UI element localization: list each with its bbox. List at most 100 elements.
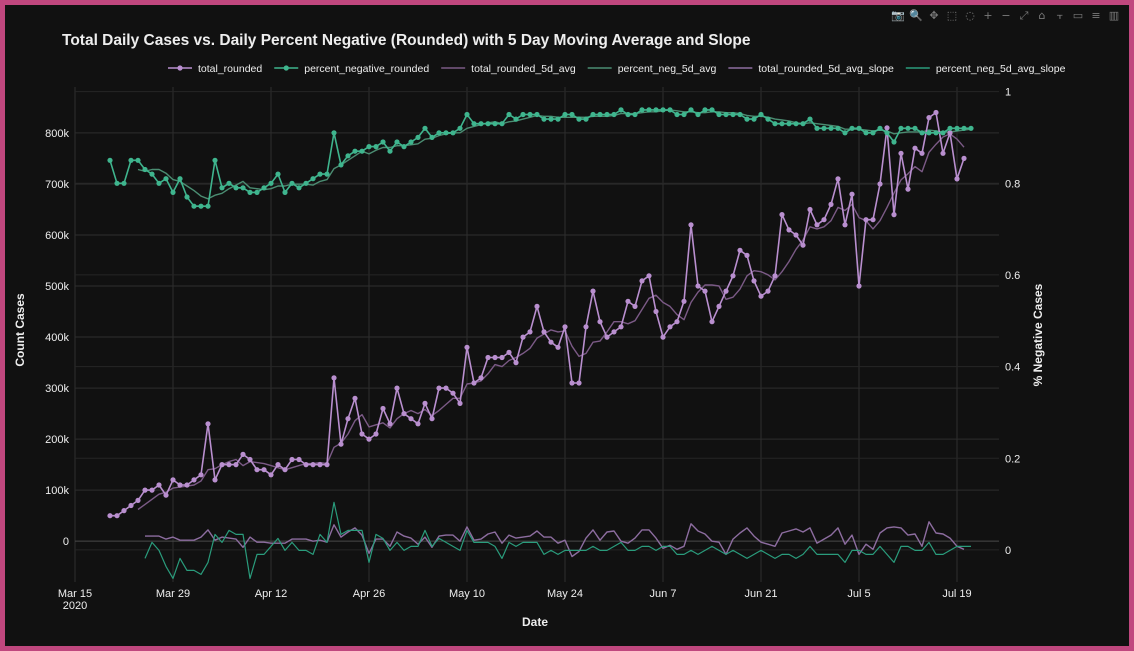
x-tick-label: 2020: [63, 600, 87, 612]
y2-tick-label: 0.8: [1005, 178, 1020, 190]
y-tick-label: 700k: [45, 179, 69, 191]
y-axis-title: Count Cases: [13, 293, 27, 367]
total-rounded-point: [758, 293, 764, 299]
percent-negative-point: [380, 139, 386, 145]
total-rounded-point: [569, 380, 575, 386]
percent-negative-point: [289, 180, 295, 186]
total-rounded-point: [121, 508, 127, 514]
y2-axis-title: % Negative Cases: [1031, 283, 1045, 386]
percent-negative-point: [226, 180, 232, 186]
x-tick-label: Apr 12: [255, 588, 287, 600]
legend-label: total_rounded: [198, 63, 262, 75]
total-rounded-point: [688, 222, 694, 228]
traces: [107, 107, 974, 579]
x-tick-label: Jul 5: [847, 588, 870, 600]
percent-negative-point: [233, 185, 239, 191]
percent-negative-point: [408, 139, 414, 145]
total-rounded-point: [695, 283, 701, 289]
total-rounded-point: [275, 462, 281, 468]
total-rounded-point: [604, 334, 610, 340]
percent-negative-point: [912, 125, 918, 131]
legend[interactable]: total_rounded percent_negative_rounded tot…: [168, 63, 1066, 75]
total-rounded-point: [583, 324, 589, 330]
percent-negative-point: [310, 176, 316, 182]
hover-compare-icon[interactable]: ≡: [1091, 9, 1101, 22]
percent-negative-point: [583, 116, 589, 122]
total-rounded-point: [464, 344, 470, 350]
percent-negative-point: [905, 125, 911, 131]
hover-closest-icon[interactable]: ▭: [1072, 9, 1084, 22]
percent-negative-point: [870, 130, 876, 136]
legend-item[interactable]: percent_neg_5d_avg_slope: [905, 63, 1066, 75]
pan-icon[interactable]: ✥: [929, 9, 939, 22]
reset-axes-icon[interactable]: ⌂: [1038, 9, 1046, 22]
total-rounded-point: [674, 319, 680, 325]
percent-negative-point: [499, 121, 505, 127]
lasso-select-icon[interactable]: ◌: [965, 9, 975, 22]
y-tick-label: 400k: [45, 332, 69, 344]
percent-negative-point: [814, 125, 820, 131]
total-rounded-point: [891, 212, 897, 218]
total-rounded-point: [415, 421, 421, 427]
autoscale-icon[interactable]: ⤢: [1019, 9, 1029, 22]
total-rounded-point: [492, 354, 498, 361]
percent-negative-point: [667, 107, 673, 113]
zoom-in-icon[interactable]: +: [983, 9, 993, 22]
legend-item[interactable]: percent_negative_rounded: [274, 63, 429, 75]
total-rounded-point: [814, 222, 820, 228]
plotly-logo-icon[interactable]: ▥: [1108, 9, 1120, 22]
percent-negative-point: [331, 130, 337, 136]
total-rounded-point: [660, 334, 666, 340]
total-rounded-point: [331, 375, 337, 381]
percent-negative-point: [702, 107, 708, 113]
box-select-icon[interactable]: ⬚: [946, 9, 958, 22]
percent-negative-point: [114, 180, 120, 186]
percent-negative-point: [681, 111, 687, 118]
percent-negative-point: [352, 148, 358, 154]
spike-lines-icon[interactable]: ⫟: [1056, 9, 1064, 22]
total-rounded-point: [716, 303, 722, 309]
percent-negative-point: [485, 121, 491, 127]
legend-label: percent_neg_5d_avg_slope: [936, 63, 1066, 75]
legend-label: percent_negative_rounded: [304, 63, 429, 75]
percent-negative-point: [303, 180, 309, 186]
percent-negative-point: [205, 203, 211, 209]
total-rounded-point: [296, 456, 302, 463]
total-rounded-point: [240, 451, 246, 457]
series-total-rounded-5d-avg-slope: [145, 521, 965, 558]
percent-negative-point: [268, 180, 274, 186]
legend-item[interactable]: percent_neg_5d_avg: [587, 63, 717, 75]
percent-negative-point: [373, 144, 379, 150]
legend-item[interactable]: total_rounded_5d_avg: [441, 63, 576, 75]
percent-negative-point: [422, 125, 428, 131]
total-rounded-point: [114, 513, 120, 519]
series-percent-negative-rounded: [109, 109, 971, 207]
percent-negative-point: [471, 121, 477, 127]
percent-negative-point: [527, 111, 533, 118]
legend-item[interactable]: total_rounded_5d_avg_slope: [728, 63, 894, 75]
total-rounded-point: [709, 319, 715, 325]
percent-negative-point: [618, 107, 624, 113]
camera-icon[interactable]: 📷: [891, 9, 905, 22]
percent-negative-point: [254, 189, 260, 195]
percent-negative-point: [198, 203, 204, 209]
total-rounded-point: [933, 109, 939, 116]
zoom-icon[interactable]: 🔍: [909, 9, 923, 22]
total-rounded-point: [443, 385, 449, 391]
total-rounded-point: [912, 145, 918, 151]
percent-negative-point: [842, 130, 848, 136]
total-rounded-point: [905, 186, 911, 192]
total-rounded-point: [268, 472, 274, 478]
x-tick-label: Mar 29: [156, 588, 190, 600]
zoom-out-icon[interactable]: −: [1001, 9, 1011, 22]
total-rounded-point: [163, 492, 169, 498]
total-rounded-point: [590, 288, 596, 294]
total-rounded-point: [597, 319, 603, 325]
total-rounded-point: [191, 477, 197, 483]
percent-negative-point: [359, 148, 365, 154]
total-rounded-point: [562, 324, 568, 330]
legend-item[interactable]: total_rounded: [168, 63, 262, 75]
percent-negative-point: [856, 125, 862, 131]
legend-label: percent_neg_5d_avg: [618, 63, 717, 75]
